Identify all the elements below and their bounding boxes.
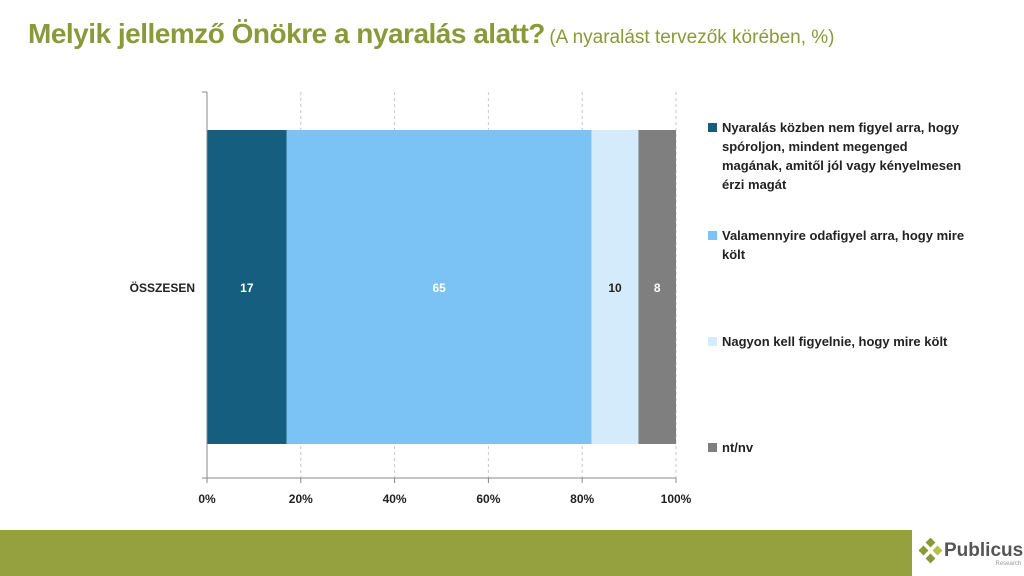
- legend-swatch: [708, 231, 717, 240]
- bar-segment: [638, 130, 676, 444]
- legend-label: Valamennyire odafigyel arra, hogy mire k…: [722, 228, 965, 262]
- footer-band: [0, 530, 912, 576]
- legend-label: nt/nv: [722, 440, 754, 455]
- legend-item: Nagyon kell figyelnie, hogy mire költ: [708, 332, 968, 351]
- legend-swatch: [708, 123, 717, 132]
- bar-segment: [591, 130, 639, 444]
- publicus-logo: Publicus Research: [918, 538, 1024, 567]
- category-label: ÖSSZESEN: [130, 280, 195, 295]
- x-tick-label: 40%: [383, 492, 407, 506]
- logo-name: Publicus: [944, 540, 1024, 561]
- bar-segment: [207, 130, 287, 444]
- data-label: 8: [654, 281, 661, 295]
- data-label: 65: [432, 281, 446, 295]
- stacked-bar-chart: 0% 20% 40% 60% 80% 100% 17 65 10 8 ÖSSZESEN: [130, 91, 692, 506]
- legend-label: Nagyon kell figyelnie, hogy mire költ: [722, 334, 948, 349]
- x-tick-label: 100%: [661, 492, 692, 506]
- logo-subtitle: Research: [995, 561, 1022, 567]
- title-main: Melyik jellemző Önökre a nyaralás alatt?: [28, 18, 545, 49]
- legend-label: Nyaralás közben nem figyel arra, hogy sp…: [722, 120, 962, 192]
- chart-title: Melyik jellemző Önökre a nyaralás alatt?…: [28, 18, 835, 50]
- legend-swatch: [708, 337, 717, 346]
- x-tick-label: 20%: [289, 492, 313, 506]
- bar-segment: [286, 130, 592, 444]
- data-label: 10: [608, 281, 622, 295]
- data-label: 17: [240, 281, 254, 295]
- x-tick-label: 60%: [476, 492, 500, 506]
- legend-swatch: [708, 443, 717, 452]
- legend-item: Valamennyire odafigyel arra, hogy mire k…: [708, 226, 968, 264]
- logo-icon: [918, 538, 943, 564]
- legend-item: nt/nv: [708, 438, 968, 457]
- title-subtitle: (A nyaralást tervezők körében, %): [549, 27, 835, 48]
- x-tick-label: 0%: [198, 492, 216, 506]
- x-tick-label: 80%: [570, 492, 594, 506]
- legend-item: Nyaralás közben nem figyel arra, hogy sp…: [708, 118, 968, 194]
